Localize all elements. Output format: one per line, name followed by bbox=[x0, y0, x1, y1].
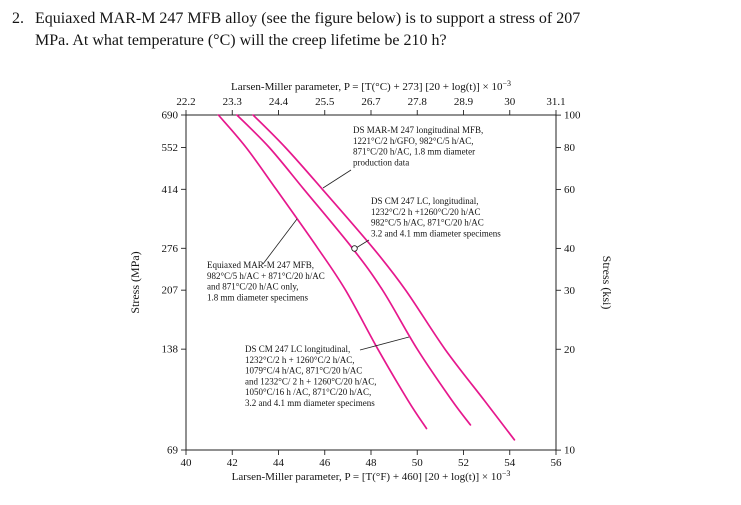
left-tick-label: 552 bbox=[162, 142, 179, 154]
bottom-tick-label: 52 bbox=[458, 457, 469, 469]
curve-1-ds-cm-247-lc-longitudinal bbox=[236, 114, 472, 426]
annotation-ds-cm-247-lc: DS CM 247 LC, longitudinal,1232°C/2 h +1… bbox=[351, 196, 501, 252]
annotation-line: 982°C/5 h/AC + 871°C/20 h/AC bbox=[207, 271, 325, 281]
left-tick-label: 138 bbox=[162, 344, 179, 356]
question-line-2: MPa. At what temperature (°C) will the c… bbox=[35, 31, 447, 49]
annotation-line: 1.8 mm diameter specimens bbox=[207, 292, 308, 302]
curve-2-ds-mar-m-247-longitudinal-mfb-production-data bbox=[252, 114, 516, 441]
leader-line bbox=[355, 239, 370, 249]
annotation-line: 3.2 and 4.1 mm diameter specimens bbox=[371, 228, 501, 238]
bottom-tick-label: 44 bbox=[273, 457, 285, 469]
right-tick-label: 10 bbox=[564, 445, 576, 457]
right-tick-label: 100 bbox=[564, 110, 581, 122]
right-tick-label: 80 bbox=[564, 142, 576, 154]
top-tick-label: 23.3 bbox=[223, 96, 243, 108]
annotation-line: 1221°C/2 h/GFO, 982°C/5 h/AC, bbox=[353, 136, 473, 146]
annotation-line: 982°C/5 h/AC, 871°C/20 h/AC bbox=[371, 218, 484, 228]
annotation-line: Equiaxed MAR-M 247 MFB, bbox=[207, 260, 314, 270]
top-tick-label: 31.1 bbox=[546, 96, 565, 108]
right-tick-label: 60 bbox=[564, 184, 576, 196]
question-line-1: Equiaxed MAR-M 247 MFB alloy (see the fi… bbox=[35, 10, 581, 27]
top-tick-label: 22.2 bbox=[176, 96, 195, 108]
bottom-tick-label: 40 bbox=[181, 457, 193, 469]
left-tick-label: 207 bbox=[162, 285, 179, 297]
bottom-tick-label: 46 bbox=[319, 457, 331, 469]
bottom-axis-title: Larsen-Miller parameter, P = [T(°F) + 46… bbox=[232, 469, 511, 483]
leader-line bbox=[359, 336, 410, 351]
annotation-equiaxed: Equiaxed MAR-M 247 MFB,982°C/5 h/AC + 87… bbox=[207, 218, 325, 302]
left-tick-label: 69 bbox=[167, 445, 179, 457]
bottom-tick-label: 48 bbox=[366, 457, 378, 469]
leader-line bbox=[262, 218, 298, 265]
bottom-tick-label: 56 bbox=[551, 457, 563, 469]
annotation-line: and 1232°C/ 2 h + 1260°C/20 h/AC, bbox=[245, 376, 377, 386]
top-tick-label: 26.7 bbox=[361, 96, 381, 108]
question-block: 2. Equiaxed MAR-M 247 MFB alloy (see the… bbox=[12, 8, 727, 51]
left-tick-label: 690 bbox=[162, 110, 179, 122]
leader-line bbox=[322, 169, 352, 189]
larsen-miller-chart: 40 22.2 42 23.3 44 24.4 46 25.5 48 26.7 50 27.8 52 28… bbox=[128, 79, 614, 483]
marker-circle bbox=[351, 245, 358, 252]
annotation-line: production data bbox=[353, 157, 409, 167]
top-tick-label: 25.5 bbox=[315, 96, 335, 108]
annotation-ds-cm-247-lc-long: DS CM 247 LC longitudinal,1232°C/2 h + 1… bbox=[245, 336, 410, 408]
right-axis-title: Stress (ksi) bbox=[600, 256, 614, 310]
annotation-line: DS CM 247 LC, longitudinal, bbox=[371, 196, 479, 206]
right-tick-label: 40 bbox=[564, 243, 576, 255]
bottom-tick-label: 50 bbox=[412, 457, 424, 469]
question-number: 2. bbox=[12, 10, 24, 27]
bottom-tick-label: 54 bbox=[504, 457, 516, 469]
annotation-line: DS MAR-M 247 longitudinal MFB, bbox=[353, 125, 483, 135]
question-text: Equiaxed MAR-M 247 MFB alloy (see the fi… bbox=[35, 8, 580, 51]
top-tick-label: 30 bbox=[504, 96, 516, 108]
annotation-line: DS CM 247 LC longitudinal, bbox=[245, 344, 350, 354]
right-tick-label: 20 bbox=[564, 344, 576, 356]
top-tick-label: 27.8 bbox=[408, 96, 428, 108]
annotation-line: 1232°C/2 h +1260°C/20 h/AC bbox=[371, 207, 481, 217]
top-axis-title: Larsen-Miller parameter, P = [T(°C) + 27… bbox=[231, 79, 511, 93]
left-axis-title: Stress (MPa) bbox=[128, 251, 142, 313]
larsen-miller-figure: 40 22.2 42 23.3 44 24.4 46 25.5 48 26.7 50 27.8 52 28… bbox=[95, 78, 655, 498]
annotation-line: and 871°C/20 h/AC only, bbox=[207, 282, 299, 292]
annotation-line: 1050°C/16 h /AC, 871°C/20 h/AC, bbox=[245, 387, 371, 397]
annotation-line: 3.2 and 4.1 mm diameter specimens bbox=[245, 398, 375, 408]
top-tick-label: 28.9 bbox=[454, 96, 474, 108]
annotation-line: 871°C/20 h/AC, 1.8 mm diameter bbox=[353, 147, 475, 157]
left-tick-label: 276 bbox=[162, 243, 179, 255]
bottom-tick-label: 42 bbox=[227, 457, 238, 469]
right-tick-label: 30 bbox=[564, 285, 576, 297]
top-tick-label: 24.4 bbox=[269, 96, 289, 108]
annotation-line: 1079°C/4 h/AC, 871°C/20 h/AC bbox=[245, 366, 362, 376]
annotation-ds-marm-production: DS MAR-M 247 longitudinal MFB,1221°C/2 h… bbox=[322, 125, 483, 189]
annotation-line: 1232°C/2 h + 1260°C/2 h/AC, bbox=[245, 355, 355, 365]
left-tick-label: 414 bbox=[162, 184, 179, 196]
curve-0-equiaxed-mar-m-247-mfb bbox=[217, 114, 428, 430]
